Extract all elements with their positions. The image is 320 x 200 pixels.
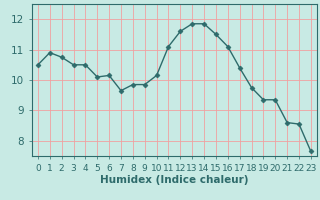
X-axis label: Humidex (Indice chaleur): Humidex (Indice chaleur) xyxy=(100,175,249,185)
